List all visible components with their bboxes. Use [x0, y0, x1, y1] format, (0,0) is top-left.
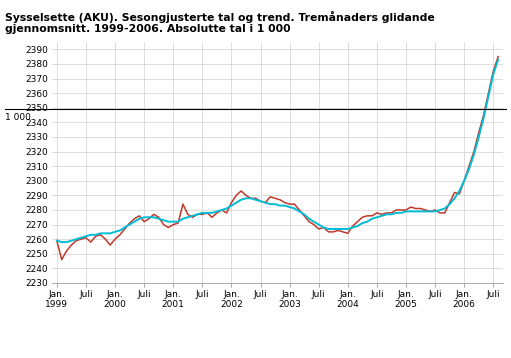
Text: Sysselsette (AKU). Sesongjusterte tal og trend. Tremånaders glidande
gjennomsnit: Sysselsette (AKU). Sesongjusterte tal og…	[5, 11, 435, 34]
Trend	[408, 209, 414, 214]
Trend	[427, 209, 433, 214]
Sesongjustert	[408, 205, 414, 209]
Sesongjustert	[320, 225, 327, 229]
Sesongjustert	[403, 208, 409, 212]
Text: 1 000: 1 000	[5, 113, 31, 122]
Sesongjustert	[59, 257, 65, 262]
Sesongjustert	[54, 238, 60, 243]
Trend	[384, 212, 390, 217]
Sesongjustert	[384, 211, 390, 215]
Trend	[54, 238, 60, 243]
Sesongjustert	[427, 209, 433, 214]
Trend	[495, 57, 501, 62]
Line: Sesongjustert: Sesongjustert	[57, 57, 498, 260]
Trend	[59, 240, 65, 244]
Sesongjustert	[413, 206, 419, 211]
Sesongjustert	[495, 54, 501, 59]
Line: Trend: Trend	[57, 59, 498, 242]
Trend	[320, 225, 327, 229]
Trend	[413, 209, 419, 214]
Trend	[403, 209, 409, 214]
